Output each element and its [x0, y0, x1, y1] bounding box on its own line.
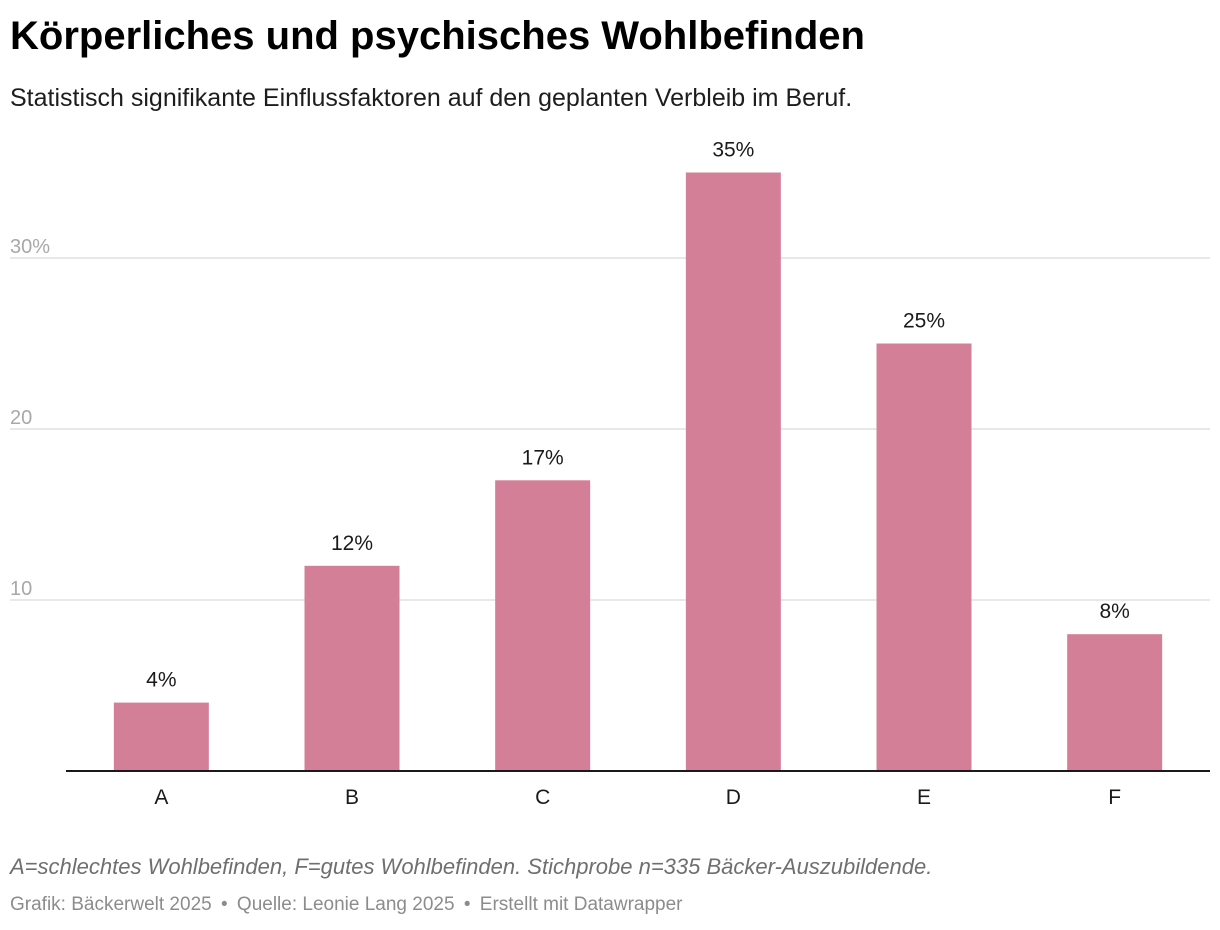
- credit-source: Quelle: Leonie Lang 2025: [236, 894, 455, 915]
- bar-value-label: 17%: [522, 446, 564, 469]
- chart-note: A=schlechtes Wohlbefinden, F=gutes Wohlb…: [10, 854, 933, 879]
- chart-credits: Grafik: Bäckerwelt 2025 • Quelle: Leonie…: [10, 894, 683, 916]
- x-tick-label: E: [917, 786, 931, 809]
- credit-separator: •: [463, 894, 471, 915]
- y-tick-label: 10: [10, 578, 32, 600]
- bar: [1067, 634, 1163, 771]
- bar-value-label: 12%: [331, 532, 373, 555]
- x-tick-label: A: [154, 786, 168, 809]
- x-tick-label: C: [535, 786, 550, 809]
- credit-separator: •: [220, 894, 228, 915]
- x-tick-label: B: [345, 786, 359, 809]
- bar: [685, 172, 781, 771]
- x-tick-label: F: [1108, 786, 1121, 809]
- y-tick-label: 20: [10, 407, 32, 429]
- credit-graphic: Grafik: Bäckerwelt 2025: [10, 894, 212, 915]
- bar-chart: 10 20 30% 4% A 12% B 17% C 35% D 25% E 8% F: [10, 139, 1210, 809]
- bar: [495, 480, 591, 771]
- chart-title: Körperliches und psychisches Wohlbefinde…: [10, 14, 865, 58]
- credit-tool: Erstellt mit Datawrapper: [479, 894, 683, 915]
- bar: [304, 565, 400, 771]
- y-tick-label: 30%: [10, 236, 50, 258]
- bar-value-label: 4%: [146, 669, 176, 692]
- chart-subtitle: Statistisch signifikante Einflussfaktore…: [10, 84, 853, 112]
- x-tick-label: D: [726, 786, 741, 809]
- bar: [876, 343, 972, 771]
- bar-value-label: 35%: [712, 139, 754, 162]
- bar-value-label: 8%: [1099, 600, 1129, 623]
- bar: [113, 702, 209, 771]
- bar-value-label: 25%: [903, 310, 945, 333]
